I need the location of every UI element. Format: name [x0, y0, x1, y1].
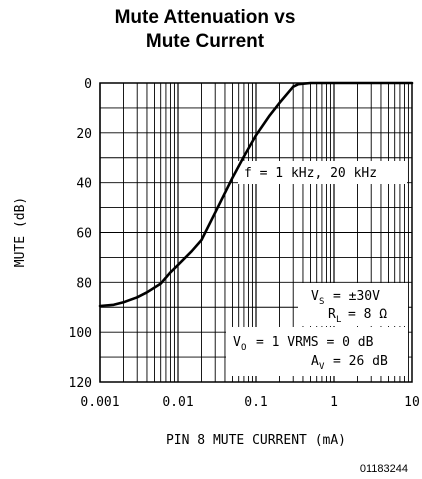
freq-annotation-bg [238, 161, 407, 184]
chart-title-line-2: Mute Current [145, 31, 265, 52]
x-tick-label: 10 [404, 395, 420, 410]
x-tick-label: 0.1 [244, 395, 267, 410]
y-tick-label: 100 [69, 326, 92, 341]
freq-annotation: f = 1 kHz, 20 kHz [244, 166, 377, 181]
x-tick-label: 0.01 [162, 395, 193, 410]
x-tick-label: 1 [330, 395, 338, 410]
grid [99, 82, 413, 383]
vo-label: V [233, 335, 241, 350]
y-tick-label: 80 [76, 276, 92, 291]
series-line [98, 81, 414, 308]
rl-label: R [328, 307, 336, 322]
vo-subscript: O [241, 343, 246, 353]
av-subscript: V [319, 362, 325, 372]
vo-value: = 1 VRMS = 0 dB [256, 335, 374, 350]
vs-value: = ±30V [333, 289, 380, 304]
y-tick-label: 40 [76, 177, 92, 192]
y-tick-label: 0 [84, 77, 92, 92]
y-tick-label: 20 [76, 127, 92, 142]
av-value: = 26 dB [333, 354, 388, 369]
supply-annotation-bg [298, 283, 408, 326]
figure-id: 01183244 [360, 463, 408, 475]
annotations: f = 1 kHz, 20 kHz V S = ±30V R L = 8 Ω V… [226, 161, 408, 376]
y-axis-label: MUTE (dB) [13, 197, 28, 267]
chart-title: Mute Attenuation vs Mute Current [0, 6, 410, 54]
vs-subscript: S [319, 297, 324, 307]
rl-subscript: L [336, 315, 341, 325]
y-tick-label: 60 [76, 227, 92, 242]
y-tick-label: 120 [69, 376, 92, 391]
av-label: A [311, 354, 319, 369]
series [98, 81, 414, 308]
x-axis-label: PIN 8 MUTE CURRENT (mA) [166, 433, 346, 448]
plot-frame [99, 82, 413, 383]
x-tick-label: 0.001 [80, 395, 119, 410]
rl-value: = 8 Ω [348, 307, 387, 322]
chart-title-line-1: Mute Attenuation vs [114, 7, 296, 28]
vs-label: V [311, 289, 319, 304]
output-annotation-bg [226, 327, 408, 376]
